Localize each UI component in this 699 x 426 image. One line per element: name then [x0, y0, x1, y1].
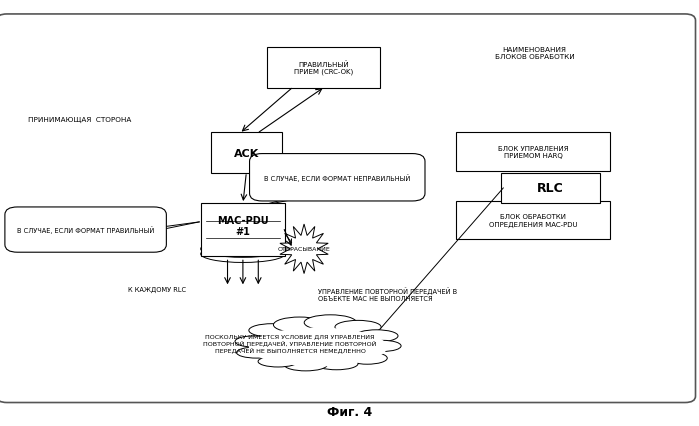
Text: НАИМЕНОВАНИЯ
БЛОКОВ ОБРАБОТКИ: НАИМЕНОВАНИЯ БЛОКОВ ОБРАБОТКИ: [495, 47, 575, 60]
Text: БЛОК ОБРАБОТКИ
ОПРЕДЕЛЕНИЯ MAC-PDU: БЛОК ОБРАБОТКИ ОПРЕДЕЛЕНИЯ MAC-PDU: [489, 214, 577, 227]
Text: В СЛУЧАЕ, ЕСЛИ ФОРМАТ НЕПРАВИЛЬНЫЙ: В СЛУЧАЕ, ЕСЛИ ФОРМАТ НЕПРАВИЛЬНЫЙ: [264, 174, 410, 182]
FancyBboxPatch shape: [0, 15, 696, 403]
Ellipse shape: [347, 352, 387, 364]
FancyBboxPatch shape: [501, 173, 600, 204]
FancyBboxPatch shape: [211, 133, 282, 174]
Text: ПРАВИЛЬНЫЙ
ПРИЕМ (CRC-OK): ПРАВИЛЬНЫЙ ПРИЕМ (CRC-OK): [294, 61, 353, 75]
Ellipse shape: [315, 358, 358, 370]
Text: ПРИНИМАЮЩАЯ  СТОРОНА: ПРИНИМАЮЩАЯ СТОРОНА: [28, 116, 131, 122]
Text: ACK: ACK: [233, 148, 259, 158]
Ellipse shape: [258, 356, 298, 367]
Text: УПРАВЛЕНИЕ ПОВТОРНОЙ ПЕРЕДАЧЕЙ В
ОБЪЕКТЕ MAC НЕ ВЫПОЛНЯЕТСЯ: УПРАВЛЕНИЕ ПОВТОРНОЙ ПЕРЕДАЧЕЙ В ОБЪЕКТЕ…: [318, 287, 457, 301]
Text: MAC-PDU
#1: MAC-PDU #1: [217, 215, 268, 236]
Text: RLC: RLC: [537, 182, 564, 195]
Ellipse shape: [284, 359, 327, 371]
Text: В СЛУЧАЕ, ЕСЛИ ФОРМАТ ПРАВИЛЬНЫЙ: В СЛУЧАЕ, ЕСЛИ ФОРМАТ ПРАВИЛЬНЫЙ: [17, 226, 154, 234]
Ellipse shape: [273, 317, 326, 333]
Ellipse shape: [249, 324, 295, 337]
FancyBboxPatch shape: [201, 203, 285, 257]
Ellipse shape: [249, 328, 387, 366]
Text: ПОСКОЛЬКУ ИМЕЕТСЯ УСЛОВИЕ ДЛЯ УПРАВЛЕНИЯ
ПОВТОРНОЙ ПЕРЕДАЧЕЙ, УПРАВЛЕНИЕ ПОВТОРН: ПОСКОЛЬКУ ИМЕЕТСЯ УСЛОВИЕ ДЛЯ УПРАВЛЕНИЯ…: [203, 334, 377, 352]
FancyBboxPatch shape: [267, 48, 380, 89]
FancyBboxPatch shape: [250, 154, 425, 201]
Text: БЛОК УПРАВЛЕНИЯ
ПРИЕМОМ HARQ: БЛОК УПРАВЛЕНИЯ ПРИЕМОМ HARQ: [498, 146, 568, 159]
Ellipse shape: [235, 336, 272, 347]
Ellipse shape: [304, 315, 356, 331]
Text: К КАЖДОМУ RLC: К КАЖДОМУ RLC: [128, 287, 187, 293]
Ellipse shape: [355, 330, 398, 342]
Polygon shape: [280, 225, 329, 274]
Ellipse shape: [201, 241, 285, 258]
Text: ОТБРАСЫВАНИЕ: ОТБРАСЫВАНИЕ: [278, 247, 331, 252]
Ellipse shape: [335, 321, 381, 334]
FancyBboxPatch shape: [456, 201, 610, 240]
FancyBboxPatch shape: [5, 207, 166, 253]
Ellipse shape: [364, 340, 401, 351]
Text: Фиг. 4: Фиг. 4: [327, 405, 372, 417]
FancyBboxPatch shape: [456, 133, 610, 172]
Ellipse shape: [201, 246, 285, 263]
Ellipse shape: [236, 347, 277, 358]
